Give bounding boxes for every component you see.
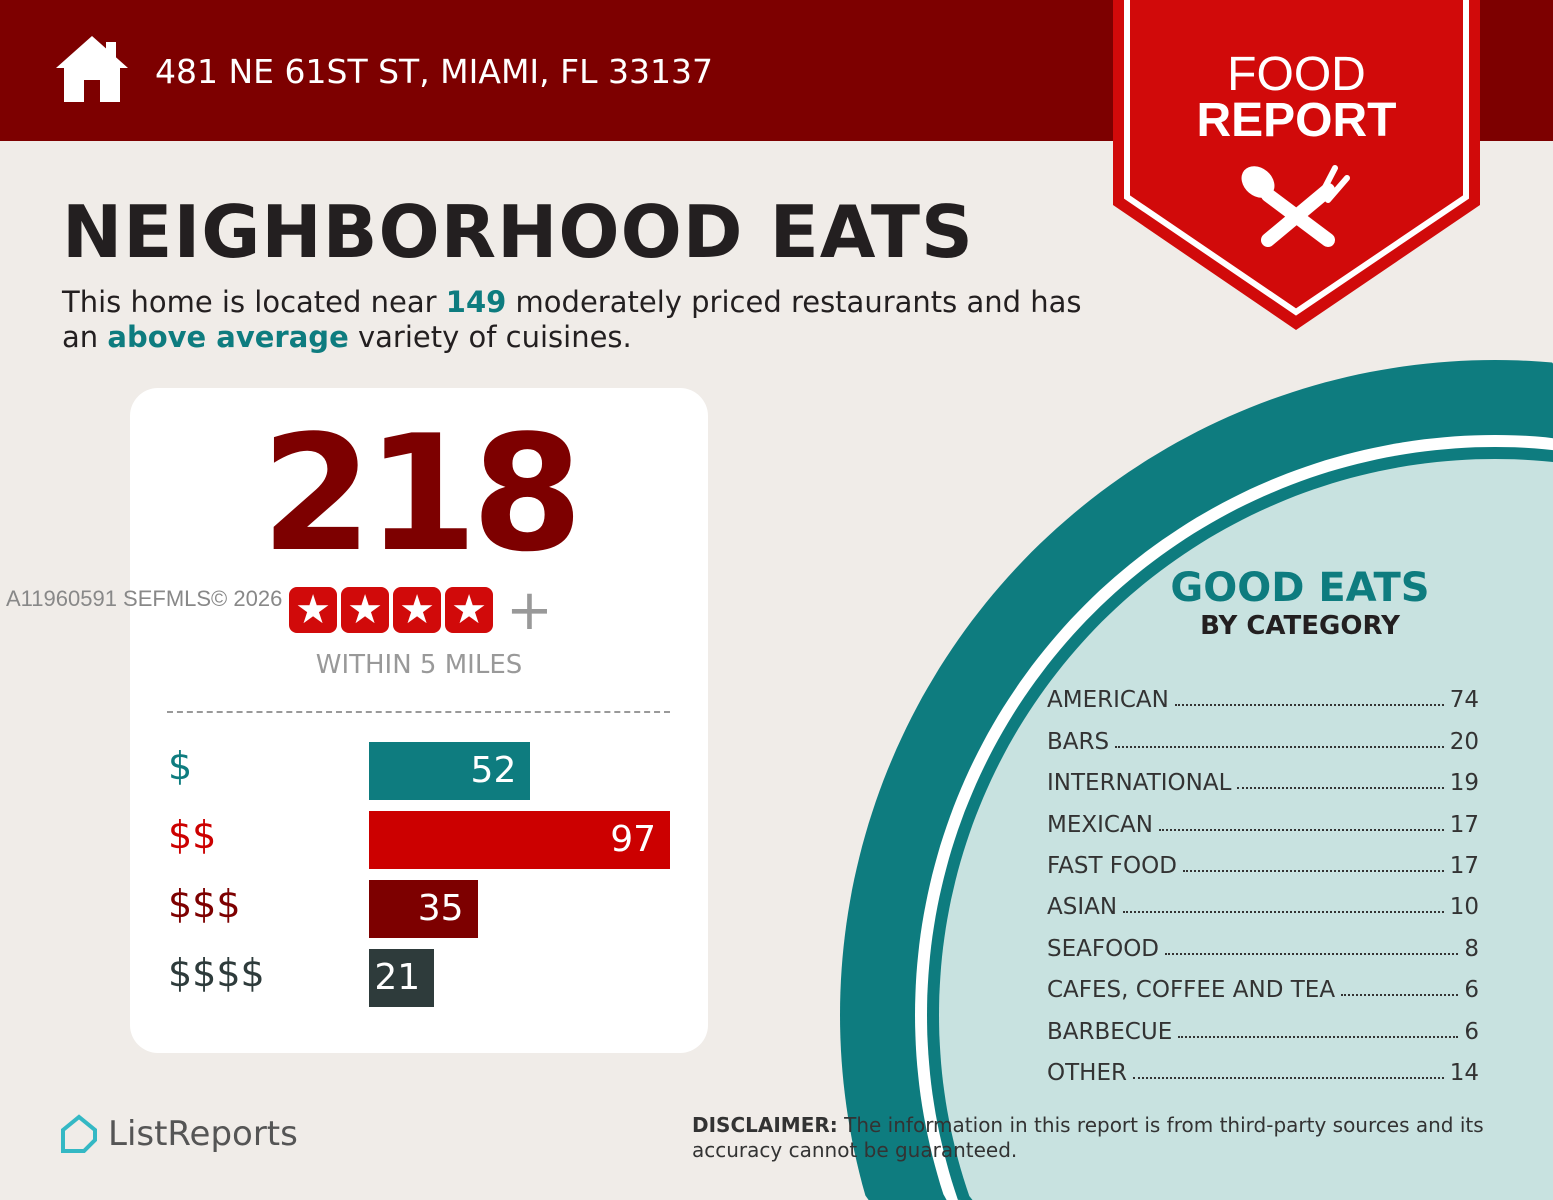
restaurant-total: 218 [261,400,583,587]
category-name: CAFES, COFFEE AND TEA [1047,977,1336,1004]
star-icon: ★ [393,587,441,633]
category-count: 17 [1449,811,1479,838]
plus-sign: + [506,578,553,643]
dot-leader [1182,869,1444,872]
dot-leader [1123,911,1444,914]
category-row: INTERNATIONAL 19 [1047,755,1479,796]
summary-text: This home is located near 149 moderately… [62,285,1082,354]
price-label: $$$ [168,882,241,926]
category-row: BARS 20 [1047,713,1479,755]
category-count: 20 [1449,728,1479,755]
category-row: ASIAN 10 [1047,879,1479,920]
dot-leader [1178,1035,1459,1038]
star-icon: ★ [445,587,493,633]
category-count: 10 [1449,894,1479,921]
category-name: FAST FOOD [1047,852,1177,879]
category-row: SEAFOOD 8 [1047,920,1479,962]
disclaimer: DISCLAIMER: The information in this repo… [692,1113,1484,1162]
category-row: AMERICAN 74 [1047,672,1479,713]
category-row: MEXICAN 17 [1047,796,1479,838]
dot-leader [1158,828,1444,831]
utensils-icon [1241,165,1350,247]
category-count: 6 [1464,1018,1479,1045]
price-label: $$$$ [168,951,265,995]
star-rating: ★ ★ ★ ★ [289,587,493,633]
price-label: $$ [168,813,217,857]
listreports-logo-icon [61,1114,97,1153]
category-row: BARBECUE 6 [1047,1003,1479,1045]
page-title: NEIGHBORHOOD EATS [62,190,974,274]
dot-leader [1165,952,1459,955]
category-count: 17 [1449,852,1479,879]
dot-leader [1115,745,1444,748]
dot-leader [1341,994,1459,997]
category-list: AMERICAN 74 BARS 20 INTERNATIONAL 19 MEXICAN 17… [1047,672,1479,1086]
price-bar: 21 [369,949,435,1007]
price-label: $ [168,744,193,788]
category-count: 8 [1464,935,1479,962]
category-name: INTERNATIONAL [1047,770,1232,797]
home-icon [56,36,128,102]
category-count: 19 [1449,770,1479,797]
summary-card [130,388,708,1053]
category-count: 74 [1449,687,1479,714]
category-count: 14 [1449,1059,1479,1086]
category-count: 6 [1464,977,1479,1004]
category-name: AMERICAN [1047,687,1169,714]
divider [167,711,670,713]
price-bar: 52 [369,742,531,800]
dot-leader [1132,1076,1444,1079]
dot-leader [1237,787,1444,790]
category-name: BARBECUE [1047,1018,1173,1045]
category-row: CAFES, COFFEE AND TEA 6 [1047,962,1479,1003]
watermark: A11960591 SEFMLS© 2026 [6,586,283,611]
address: 481 NE 61ST ST, MIAMI, FL 33137 [155,52,713,91]
price-bar: 97 [369,811,670,869]
badge-title: FOOD REPORT [1196,48,1397,147]
food-report-badge [1113,0,1480,330]
price-bar: 35 [369,880,478,938]
category-name: SEAFOOD [1047,935,1160,962]
good-eats-heading: GOOD EATS BY CATEGORY [1170,565,1430,641]
listreports-logo: ListReports [60,1114,298,1154]
category-name: MEXICAN [1047,811,1153,838]
dot-leader [1174,704,1444,707]
category-row: FAST FOOD 17 [1047,838,1479,879]
category-row: OTHER 14 [1047,1045,1479,1086]
category-name: OTHER [1047,1059,1127,1086]
within-label: WITHIN 5 MILES [315,650,523,680]
category-name: BARS [1047,728,1110,755]
star-icon: ★ [289,587,337,633]
category-name: ASIAN [1047,894,1118,921]
star-icon: ★ [341,587,389,633]
